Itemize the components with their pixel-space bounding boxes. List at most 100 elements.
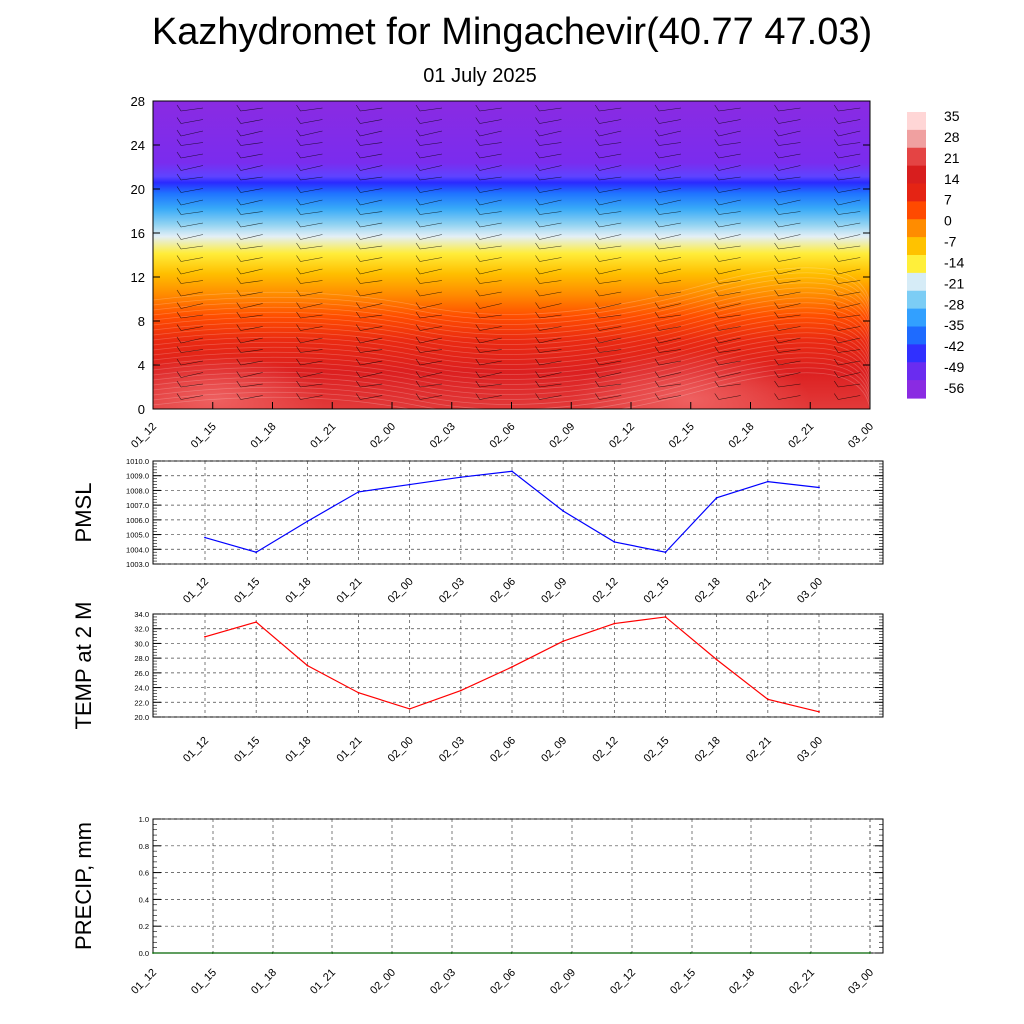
wind-barb xyxy=(415,371,443,378)
precip-data-point xyxy=(570,952,573,954)
heatmap-isotherm xyxy=(153,307,870,355)
wind-barb xyxy=(654,277,682,284)
pmsl-data-point xyxy=(306,520,309,523)
wind-barb xyxy=(714,186,741,193)
wind-barb xyxy=(415,173,443,181)
wind-barb xyxy=(595,198,622,206)
wind-barb xyxy=(714,242,741,250)
wind-barb xyxy=(714,151,741,159)
wind-barb xyxy=(774,380,801,388)
wind-barb xyxy=(654,267,682,275)
pmsl-y-tick-label: 1008.0 xyxy=(126,486,149,495)
precip-data-point xyxy=(152,952,154,954)
temp-frame xyxy=(152,613,884,718)
heatmap-x-tick-label: 01_15 xyxy=(189,421,219,451)
heatmap-isotherm xyxy=(153,312,870,360)
wind-barb xyxy=(654,198,682,206)
precip-x-tick-label: 02_15 xyxy=(668,967,698,997)
precip-data-point xyxy=(749,952,752,954)
colorbar-segment xyxy=(907,219,926,238)
colorbar-segment xyxy=(907,237,926,256)
wind-barb xyxy=(834,151,861,159)
wind-barb xyxy=(535,198,562,206)
wind-barb xyxy=(535,233,562,240)
wind-barb xyxy=(415,117,443,124)
wind-barb xyxy=(654,302,682,309)
wind-barb xyxy=(654,346,682,353)
wind-barb xyxy=(714,220,741,228)
precip-x-tick-label: 01_12 xyxy=(129,967,159,997)
temp-x-tick-label: 02_21 xyxy=(744,735,774,765)
wind-barb xyxy=(834,208,861,215)
pmsl-frame xyxy=(152,460,884,565)
pmsl-data-point xyxy=(255,551,258,554)
wind-barb xyxy=(236,151,263,159)
pmsl-data-point xyxy=(613,541,616,543)
wind-barb xyxy=(834,311,861,319)
pmsl-x-tick-label: 01_18 xyxy=(283,576,313,606)
wind-barb xyxy=(236,242,263,250)
wind-barb xyxy=(475,198,502,206)
pmsl-data-point xyxy=(357,491,360,493)
wind-barb xyxy=(654,173,682,181)
wind-barb xyxy=(236,255,263,262)
colorbar-label: -28 xyxy=(944,296,964,312)
wind-barb xyxy=(714,324,741,331)
heatmap-x-tick-label: 02_21 xyxy=(786,421,816,451)
precip-x-tick-label: 02_12 xyxy=(608,967,638,997)
heatmap-isotherm xyxy=(153,292,870,340)
wind-barb xyxy=(535,117,562,124)
colorbar-segment xyxy=(907,165,926,185)
wind-barb xyxy=(475,129,502,137)
heatmap-isotherm xyxy=(153,332,870,380)
colorbar-segment xyxy=(907,362,926,381)
wind-barb xyxy=(356,186,383,193)
wind-barb xyxy=(236,220,263,228)
heatmap-isotherm xyxy=(153,302,870,350)
precip-y-tick-label: 0.2 xyxy=(139,922,149,931)
heatmap-isotherm xyxy=(153,367,870,409)
colorbar-label: 7 xyxy=(944,192,952,208)
precip-data-point xyxy=(331,952,334,954)
wind-barb xyxy=(356,129,383,137)
wind-barb xyxy=(356,302,383,309)
wind-barb xyxy=(236,139,263,146)
pmsl-x-tick-label: 02_18 xyxy=(693,576,723,606)
pmsl-data-point xyxy=(562,510,565,512)
wind-barb xyxy=(714,277,741,284)
heatmap-isotherm xyxy=(153,297,870,345)
temp-data-point xyxy=(613,622,616,625)
temp-y-tick-label: 20.0 xyxy=(134,713,149,722)
precip-y-tick-label: 1.0 xyxy=(139,815,149,824)
wind-barb xyxy=(475,358,502,366)
wind-barb xyxy=(595,380,622,388)
precip-data-point xyxy=(809,952,812,954)
wind-barb xyxy=(176,151,204,159)
colorbar-segment xyxy=(907,344,926,363)
wind-barb xyxy=(654,186,682,193)
wind-barb xyxy=(296,129,323,137)
temp-x-tick-label: 01_12 xyxy=(181,735,211,765)
heatmap-area xyxy=(153,101,870,409)
wind-barb xyxy=(595,302,622,309)
heatmap-isotherm xyxy=(153,287,870,335)
wind-barb xyxy=(595,346,622,353)
wind-barb xyxy=(535,208,562,215)
wind-barb xyxy=(774,371,801,378)
wind-barb xyxy=(236,358,263,366)
wind-barb xyxy=(714,393,741,400)
temp-x-tick-label: 02_06 xyxy=(488,735,518,765)
wind-barb xyxy=(834,198,861,206)
wind-barb xyxy=(176,208,204,215)
pmsl-y-tick-label: 1009.0 xyxy=(126,472,149,481)
colorbar-segment xyxy=(907,380,926,399)
wind-barb xyxy=(296,380,323,388)
wind-barb xyxy=(654,336,682,344)
precip-x-tick-label: 01_15 xyxy=(189,967,219,997)
wind-barb xyxy=(774,198,801,206)
wind-barb xyxy=(475,289,502,297)
wind-barb xyxy=(714,380,741,388)
precip-y-axis-title: PRECIP, mm xyxy=(71,822,96,950)
wind-barb xyxy=(475,324,502,331)
wind-barb xyxy=(595,117,622,124)
